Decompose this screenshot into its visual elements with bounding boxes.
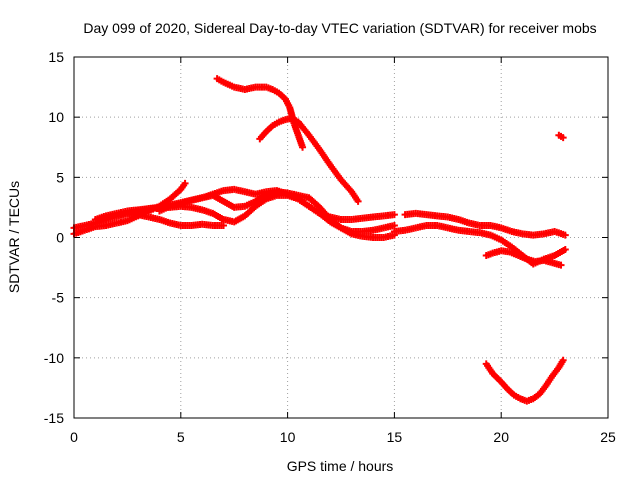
data-point [557, 261, 565, 269]
data-point-fill [512, 392, 522, 402]
data-point-fill [349, 190, 361, 203]
data-point-fill [283, 97, 293, 109]
data-point-fill [264, 84, 275, 93]
y-axis-label: SDTVAR / TECUs [6, 181, 22, 293]
series-track-right-low-branch [482, 247, 565, 269]
series-track-lower-left [70, 209, 228, 232]
data-point-fill [271, 119, 281, 128]
data-point-fill [328, 219, 343, 231]
data-point-fill [552, 247, 567, 259]
data-point [559, 356, 567, 364]
data-point-fill [499, 237, 514, 250]
data-point-fill [525, 396, 535, 404]
series-track-third-band [155, 185, 398, 223]
data-point-fill [257, 129, 269, 141]
data-point-fill [542, 257, 554, 266]
data-point [354, 197, 362, 205]
data-point-fill [516, 252, 529, 262]
data-point-fill [490, 371, 503, 384]
data-point-fill [211, 210, 226, 222]
data-point-fill [508, 249, 520, 259]
series-track-bottom-arc [482, 356, 567, 405]
data-point-fill [178, 181, 188, 191]
data-point-fill [232, 213, 247, 225]
data-point-fill [253, 196, 268, 209]
data-point-fill [499, 247, 512, 256]
data-point-fill [284, 115, 294, 123]
x-tick-label: 15 [387, 429, 403, 445]
data-point-fill [551, 259, 563, 269]
y-tick-label: 15 [48, 49, 64, 65]
data-point-fill [537, 383, 549, 396]
y-tick-label: 5 [56, 169, 64, 185]
data-point-fill [531, 391, 542, 402]
data-point-fill [505, 387, 516, 398]
data-point-fill [534, 257, 546, 265]
data-point [181, 179, 189, 187]
data-point-fill [296, 120, 312, 138]
data-point-fill [296, 196, 311, 209]
data-point-fill [215, 76, 225, 85]
data-point-fill [290, 116, 300, 125]
data-point-fill [317, 147, 333, 168]
data-point [390, 221, 398, 229]
data-point [561, 246, 569, 254]
data-point-fill [543, 374, 555, 388]
x-tick-label: 0 [70, 429, 78, 445]
series-layer [70, 75, 569, 405]
data-point-fill [306, 133, 322, 152]
series-track-descending [256, 114, 362, 205]
data-point-fill [168, 187, 183, 202]
data-point-fill [519, 396, 529, 404]
x-tick-label: 25 [600, 429, 616, 445]
x-tick-label: 5 [177, 429, 185, 445]
data-point-fill [499, 380, 510, 391]
chart-title: Day 099 of 2020, Sidereal Day-to-day VTE… [83, 20, 596, 36]
data-point-fill [484, 362, 495, 376]
data-point [390, 211, 398, 219]
data-point-fill [306, 195, 322, 210]
data-point-fill [484, 250, 495, 259]
data-point-fill [307, 203, 322, 216]
data-point [561, 231, 569, 239]
data-point [299, 143, 307, 151]
tick-layer: 0 5 10 15 20 25 -15 -10 -5 0 5 10 15 [44, 49, 616, 445]
series-track-high-arc [213, 75, 307, 151]
series-track-right-upper [401, 209, 569, 239]
y-tick-label: -5 [52, 290, 65, 306]
x-tick-label: 20 [493, 429, 509, 445]
y-tick-label: 10 [48, 109, 64, 125]
series-track-isolated [555, 131, 567, 142]
data-point-fill [271, 87, 281, 96]
data-point-fill [328, 163, 344, 182]
data-point [220, 221, 228, 229]
x-axis-label: GPS time / hours [287, 458, 394, 474]
data-point-fill [550, 365, 562, 378]
data-point [559, 134, 567, 142]
x-tick-label: 10 [280, 429, 296, 445]
data-point-fill [556, 358, 566, 370]
data-point-fill [242, 204, 258, 218]
data-point-fill [339, 225, 354, 237]
data-point-fill [338, 177, 354, 194]
data-point-fill [264, 123, 275, 134]
data-point-fill [491, 247, 503, 257]
data-point-fill [525, 256, 537, 265]
y-tick-label: -15 [44, 410, 64, 426]
data-point-fill [277, 91, 288, 102]
y-tick-label: -10 [44, 350, 64, 366]
data-point-fill [277, 116, 287, 125]
data-point-fill [253, 192, 268, 204]
data-point-fill [221, 198, 236, 210]
y-tick-label: 0 [56, 230, 64, 246]
